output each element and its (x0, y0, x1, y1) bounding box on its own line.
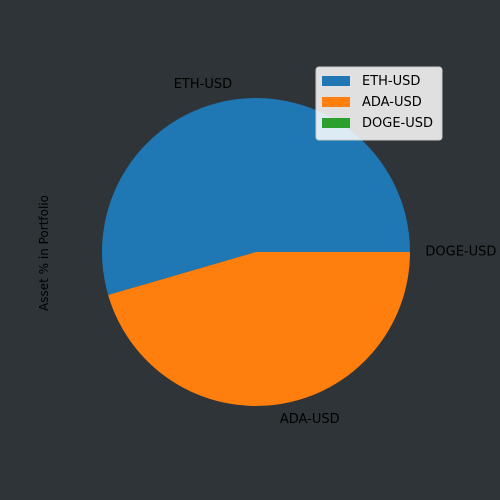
legend-label-ada-usd: ADA-USD (362, 95, 422, 110)
y-axis-label: Asset % in Portfolio (37, 195, 51, 311)
pie-slice-ada-usd (108, 252, 410, 406)
legend-swatch-doge-usd (322, 118, 350, 128)
legend-swatch-eth-usd (322, 76, 350, 86)
slice-label-eth-usd: ETH-USD (174, 77, 232, 92)
legend-swatch-ada-usd (322, 97, 350, 107)
slice-label-ada-usd: ADA-USD (280, 412, 340, 427)
slice-label-doge-usd: DOGE-USD (425, 245, 496, 260)
legend-label-doge-usd: DOGE-USD (362, 116, 433, 131)
pie-slice-eth-usd (101, 97, 410, 295)
legend-label-eth-usd: ETH-USD (362, 74, 420, 89)
pie-slices (101, 97, 410, 406)
slice-labels: ETH-USD ADA-USD DOGE-USD (174, 77, 497, 427)
legend: ETH-USD ADA-USD DOGE-USD (315, 66, 443, 141)
